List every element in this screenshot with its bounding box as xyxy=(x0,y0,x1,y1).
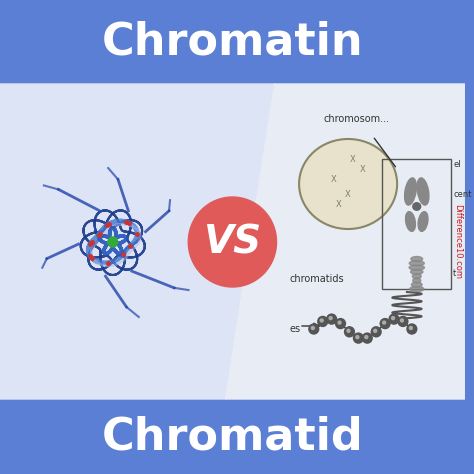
Ellipse shape xyxy=(405,178,416,205)
Circle shape xyxy=(410,327,412,329)
Ellipse shape xyxy=(411,256,423,262)
Circle shape xyxy=(401,319,403,322)
Circle shape xyxy=(365,336,368,338)
Text: Chromatid: Chromatid xyxy=(101,416,363,458)
Ellipse shape xyxy=(417,178,429,205)
Bar xyxy=(0,400,465,474)
Ellipse shape xyxy=(411,282,422,287)
Ellipse shape xyxy=(413,278,421,283)
Text: X: X xyxy=(350,155,356,164)
Ellipse shape xyxy=(410,286,424,292)
Circle shape xyxy=(380,319,390,328)
Circle shape xyxy=(371,327,381,337)
Ellipse shape xyxy=(418,211,428,231)
Circle shape xyxy=(336,319,346,328)
Circle shape xyxy=(311,327,314,329)
Polygon shape xyxy=(0,84,274,399)
Circle shape xyxy=(188,197,276,287)
Ellipse shape xyxy=(299,139,397,229)
Text: es: es xyxy=(289,324,301,334)
Text: el: el xyxy=(453,159,461,168)
Ellipse shape xyxy=(413,203,420,210)
Text: cent: cent xyxy=(453,190,472,199)
Circle shape xyxy=(374,329,377,332)
Text: t: t xyxy=(453,270,456,279)
Circle shape xyxy=(356,336,359,338)
Text: chromosom...: chromosom... xyxy=(324,114,390,124)
Circle shape xyxy=(383,321,385,324)
Circle shape xyxy=(327,314,337,324)
Text: Difference10.com: Difference10.com xyxy=(454,204,463,280)
Text: X: X xyxy=(345,190,351,199)
Text: X: X xyxy=(336,200,341,209)
Ellipse shape xyxy=(409,265,424,270)
Ellipse shape xyxy=(410,269,423,274)
Text: Chromatin: Chromatin xyxy=(101,20,363,64)
Circle shape xyxy=(329,317,332,319)
Bar xyxy=(383,159,451,289)
Circle shape xyxy=(347,329,350,332)
Circle shape xyxy=(392,317,394,319)
Circle shape xyxy=(108,237,118,247)
Text: VS: VS xyxy=(203,223,262,261)
Circle shape xyxy=(338,321,341,324)
Circle shape xyxy=(345,327,355,337)
Text: X: X xyxy=(330,174,336,183)
Bar xyxy=(0,0,465,84)
Ellipse shape xyxy=(406,211,415,231)
Text: X: X xyxy=(360,164,366,173)
Circle shape xyxy=(407,324,417,334)
Circle shape xyxy=(318,317,328,327)
Polygon shape xyxy=(226,84,465,399)
Circle shape xyxy=(398,317,408,327)
Circle shape xyxy=(309,324,319,334)
Ellipse shape xyxy=(412,273,421,279)
Circle shape xyxy=(354,333,363,343)
Circle shape xyxy=(362,333,372,343)
Circle shape xyxy=(389,314,399,324)
Ellipse shape xyxy=(409,261,424,266)
Circle shape xyxy=(320,319,323,322)
Text: chromatids: chromatids xyxy=(289,274,344,284)
